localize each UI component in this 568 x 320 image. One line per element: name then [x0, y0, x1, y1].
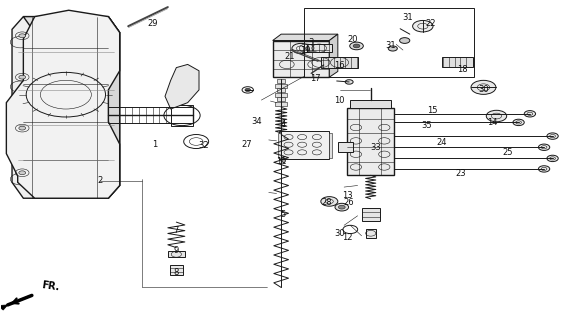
Text: 3: 3: [308, 38, 314, 47]
Text: 20: 20: [348, 35, 358, 44]
Polygon shape: [329, 34, 338, 77]
Circle shape: [486, 110, 507, 122]
Text: 32: 32: [198, 141, 209, 150]
Polygon shape: [273, 34, 338, 41]
Bar: [168, 252, 185, 257]
Bar: [278, 132, 281, 158]
Circle shape: [321, 197, 338, 206]
Text: 19: 19: [300, 45, 311, 55]
Circle shape: [345, 80, 353, 84]
Text: 29: 29: [147, 19, 158, 28]
Text: 33: 33: [370, 143, 381, 152]
Circle shape: [350, 42, 364, 50]
Text: 18: 18: [457, 65, 468, 74]
Circle shape: [19, 126, 26, 130]
Text: 27: 27: [242, 140, 253, 149]
Circle shape: [335, 203, 349, 211]
Bar: [170, 265, 182, 275]
Text: 31: 31: [402, 13, 413, 22]
Text: 8: 8: [174, 268, 179, 277]
Circle shape: [339, 205, 345, 209]
Circle shape: [19, 34, 26, 38]
Circle shape: [524, 111, 536, 117]
Circle shape: [389, 46, 398, 51]
Text: 23: 23: [456, 169, 466, 178]
Text: 34: 34: [252, 116, 262, 126]
Circle shape: [547, 133, 558, 139]
Text: 13: 13: [342, 190, 353, 200]
Text: 11: 11: [276, 157, 286, 166]
Text: 9: 9: [174, 246, 179, 255]
Text: 6: 6: [280, 156, 286, 164]
Bar: [277, 88, 285, 92]
Circle shape: [538, 166, 550, 172]
Text: 25: 25: [503, 148, 513, 157]
Bar: [321, 57, 358, 68]
Bar: [304, 8, 474, 76]
Text: 22: 22: [425, 19, 436, 28]
Text: 10: 10: [335, 96, 345, 105]
Text: 16: 16: [334, 60, 345, 69]
Bar: [348, 108, 394, 175]
Circle shape: [353, 44, 360, 48]
Polygon shape: [23, 17, 120, 33]
Polygon shape: [12, 17, 120, 198]
Text: 35: 35: [421, 121, 432, 130]
Circle shape: [245, 88, 250, 92]
Circle shape: [400, 38, 410, 44]
Polygon shape: [165, 64, 199, 109]
Bar: [350, 100, 391, 108]
Circle shape: [547, 155, 558, 162]
Bar: [339, 142, 353, 152]
Bar: [275, 102, 287, 106]
Bar: [366, 229, 376, 238]
Circle shape: [471, 80, 496, 94]
Text: 17: 17: [310, 74, 320, 83]
Circle shape: [412, 20, 433, 32]
Bar: [275, 84, 287, 88]
Text: 31: 31: [385, 41, 396, 51]
Text: 15: 15: [427, 106, 438, 115]
Bar: [441, 57, 473, 67]
Circle shape: [19, 171, 26, 175]
Bar: [277, 98, 285, 101]
Circle shape: [19, 75, 26, 79]
Text: 5: 5: [280, 210, 286, 219]
Bar: [279, 131, 329, 159]
Circle shape: [538, 144, 550, 150]
Bar: [362, 208, 380, 220]
Bar: [273, 41, 329, 77]
Bar: [170, 105, 193, 125]
Polygon shape: [108, 17, 120, 198]
Text: 7: 7: [174, 226, 179, 235]
Text: 30: 30: [478, 85, 488, 94]
Text: FR.: FR.: [40, 280, 60, 293]
Text: 30: 30: [334, 229, 345, 238]
Bar: [275, 93, 287, 97]
Text: 24: 24: [436, 138, 447, 147]
Text: 12: 12: [342, 233, 353, 242]
Bar: [277, 79, 285, 83]
Text: 26: 26: [344, 197, 354, 206]
Text: 21: 21: [285, 52, 295, 61]
Text: 4: 4: [280, 120, 286, 129]
Bar: [329, 132, 332, 158]
Text: 1: 1: [152, 140, 157, 149]
Circle shape: [513, 119, 524, 125]
Polygon shape: [0, 305, 8, 310]
Text: 2: 2: [97, 176, 102, 185]
PathPatch shape: [6, 10, 120, 198]
Bar: [307, 44, 332, 52]
Text: 28: 28: [321, 197, 332, 206]
Text: 14: 14: [487, 118, 498, 127]
